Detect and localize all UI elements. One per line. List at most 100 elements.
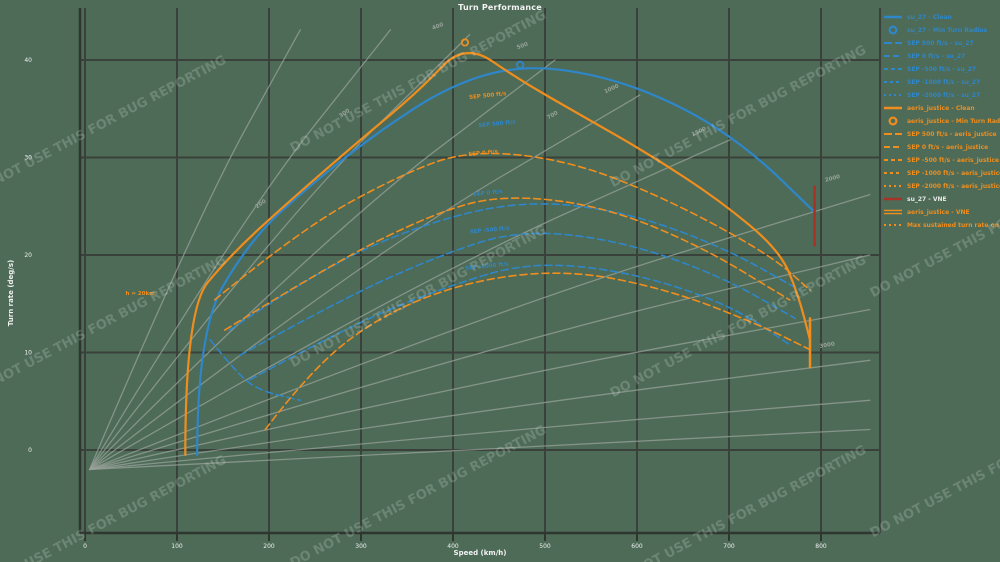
legend-label: SEP -2000 ft/s - su_27 [907, 92, 980, 99]
y-tick-label: 10 [24, 350, 32, 357]
page-title: Turn Performance [458, 3, 542, 12]
watermark-text: DO NOT USE THIS FOR BUG REPORTING [868, 393, 1000, 541]
curve-label: 400 [432, 22, 445, 32]
x-axis-title: Speed (km/h) [453, 549, 507, 557]
legend-label: SEP 0 ft/s - su_27 [907, 53, 965, 60]
series-SEP 0 ft/s - su_27 [238, 232, 796, 357]
legend-row[interactable]: SEP 0 ft/s - aeris_justice [884, 144, 988, 151]
y-tick-label: 0 [28, 447, 32, 454]
marker-su_27 - Min Turn Radius [516, 60, 525, 69]
legend-row[interactable]: SEP 0 ft/s - su_27 [884, 53, 965, 60]
x-tick-label: 800 [815, 543, 827, 550]
legend-label: aeris_justice - Clean [907, 105, 975, 112]
series-radius-line-400 [88, 33, 471, 471]
legend-label: su_27 - Min Turn Radius [907, 27, 988, 34]
legend-label: SEP -1000 ft/s - aeris_justice [907, 170, 1000, 177]
legend-row[interactable]: SEP 500 ft/s - su_27 [884, 40, 974, 47]
x-tick-label: 600 [631, 543, 643, 550]
watermark-text: DO NOT USE THIS FOR BUG REPORTING [0, 53, 229, 201]
curve-label: SEP 0 ft/s [468, 149, 499, 158]
series-SEP -1000 ft/s - su_27 [209, 339, 302, 402]
watermark-text: DO NOT USE THIS FOR BUG REPORTING [288, 223, 549, 371]
series-radius-line-3000 [88, 308, 871, 471]
series-radius-line-7000 [88, 399, 871, 471]
legend-marker-icon [888, 116, 898, 126]
series-radius-line-9000 [88, 428, 871, 471]
x-tick-label: 400 [447, 543, 459, 550]
series-su_27 - Clean [196, 67, 816, 456]
legend-row[interactable]: Max sustained turn rate on one axis (0.0… [884, 222, 1000, 229]
series-SEP 0 ft/s - aeris_justice [224, 197, 791, 331]
legend-label: aeris_justice - Min Turn Radius [907, 118, 1000, 125]
watermark-text: DO NOT USE THIS FOR BUG REPORTING [608, 443, 869, 562]
curve-label: 700 [546, 110, 559, 121]
legend-row[interactable]: SEP -2000 ft/s - su_27 [884, 92, 980, 99]
legend-row[interactable]: su_27 - Min Turn Radius [888, 25, 988, 35]
legend-label: SEP -500 ft/s - aeris_justice [907, 157, 999, 164]
legend-marker-icon [888, 25, 898, 35]
curve-label: 300 [338, 108, 351, 120]
x-tick-label: 500 [539, 543, 551, 550]
legend: su_27 - Clean su_27 - Min Turn Radius SEP … [884, 14, 1000, 229]
curve-label: SEP -1000 ft/s [465, 261, 510, 272]
y-tick-label: 20 [24, 252, 32, 259]
legend-label: aeris_justice - VNE [907, 209, 970, 216]
marker-aeris_justice - Min Turn Radius [460, 38, 470, 47]
legend-row[interactable]: su_27 - Clean [884, 14, 952, 21]
legend-label: SEP 0 ft/s - aeris_justice [907, 144, 988, 151]
legend-row[interactable]: su_27 - VNE [884, 196, 947, 203]
series-radius-line-500 [88, 59, 556, 471]
legend-row[interactable]: aeris_justice - Clean [884, 105, 975, 112]
series-radius-line-2000 [88, 254, 871, 471]
legend-label: SEP -1000 ft/s - su_27 [907, 79, 980, 86]
legend-label: Max sustained turn rate on one axis (0.0… [907, 222, 1000, 229]
x-tick-label: 700 [723, 543, 735, 550]
legend-label: SEP 500 ft/s - su_27 [907, 40, 974, 47]
x-tick-label: 100 [171, 543, 183, 550]
y-tick-label: 40 [24, 57, 32, 64]
series-radius-line-5000 [88, 359, 871, 471]
series-radius-line-200 [88, 29, 301, 471]
curve-label: 3000 [819, 341, 835, 350]
curve-label: SEP -500 ft/s [470, 225, 511, 235]
curve-label: SEP 0 ft/s [473, 189, 504, 198]
series-radius-line-300 [88, 29, 392, 471]
x-tick-label: 300 [355, 543, 367, 550]
curve-label: 1000 [604, 83, 621, 95]
legend-row[interactable]: SEP -500 ft/s - su_27 [884, 66, 976, 73]
x-tick-label: 0 [83, 543, 87, 550]
curve-label: 500 [516, 42, 529, 52]
series-radius-line-700 [88, 94, 641, 471]
watermark-text: DO NOT USE THIS FOR BUG REPORTING [288, 423, 549, 562]
legend-label: SEP -500 ft/s - su_27 [907, 66, 976, 73]
series-SEP -500 ft/s - aeris_justice [264, 272, 811, 431]
legend-label: su_27 - Clean [907, 14, 952, 21]
y-tick-label: 30 [24, 155, 32, 162]
legend-row[interactable]: SEP 500 ft/s - aeris_justice [884, 131, 997, 138]
legend-row[interactable]: SEP -1000 ft/s - su_27 [884, 79, 980, 86]
watermark-text: DO NOT USE THIS FOR BUG REPORTING [0, 253, 229, 401]
legend-row[interactable]: aeris_justice - VNE [884, 209, 970, 216]
curve-label: h = 20km [125, 291, 155, 297]
series-SEP 500 ft/s - aeris_justice [213, 152, 811, 301]
series-aeris_justice - Clean [184, 52, 812, 456]
series-radius-line-1000 [88, 139, 731, 471]
series-SEP -500 ft/s - su_27 [248, 264, 791, 381]
legend-label: SEP 500 ft/s - aeris_justice [907, 131, 997, 138]
legend-label: su_27 - VNE [907, 196, 947, 203]
curve-label: SEP 500 ft/s [469, 91, 508, 101]
curve-label: 1500 [691, 126, 708, 138]
watermark-text: DO NOT USE THIS FOR BUG REPORTING [0, 453, 229, 562]
watermark-text: DO NOT USE THIS FOR BUG REPORTING [608, 43, 869, 191]
legend-row[interactable]: SEP -500 ft/s - aeris_justice [884, 157, 999, 164]
watermark-text: DO NOT USE THIS FOR BUG REPORTING [288, 8, 549, 156]
curve-label: 200 [255, 199, 268, 211]
legend-row[interactable]: SEP -2000 ft/s - aeris_justice [884, 183, 1000, 190]
curve-label: 2000 [825, 174, 842, 184]
legend-label: SEP -2000 ft/s - aeris_justice [907, 183, 1000, 190]
legend-row[interactable]: aeris_justice - Min Turn Radius [888, 116, 1000, 126]
legend-row[interactable]: SEP -1000 ft/s - aeris_justice [884, 170, 1000, 177]
x-tick-label: 200 [263, 543, 275, 550]
